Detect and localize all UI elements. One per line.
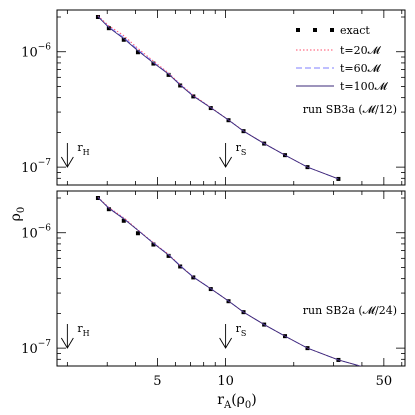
legend-t100: t=100𝓜 — [296, 80, 389, 93]
exact-point — [135, 50, 140, 55]
exact-point — [106, 26, 111, 31]
exact-point — [166, 253, 171, 258]
series-line-t20 — [97, 15, 339, 180]
exact-point — [336, 176, 341, 181]
marker-rs: rS — [219, 141, 247, 168]
series-line-t20 — [97, 196, 362, 366]
x-tick-label: 50 — [376, 374, 393, 389]
panel-bottom: 10−6 10−7 rH rS run SB2a (𝓜/24) — [21, 190, 406, 367]
x-tick-label: 5 — [153, 374, 161, 389]
marker-label: rH — [77, 141, 89, 157]
series-line-t60 — [97, 197, 362, 366]
panel-top: 10−6 10−7 rH rS run SB3a (𝓜/12) — [21, 9, 406, 186]
marker-label: rH — [77, 322, 89, 338]
svg-text:t=100𝓜: t=100𝓜 — [340, 80, 389, 93]
svg-text:t=60𝓜: t=60𝓜 — [340, 62, 382, 75]
exact-point — [135, 231, 140, 236]
x-tick-label: 10 — [217, 374, 234, 389]
y-tick-label: 10−7 — [21, 158, 51, 176]
run-annotation: run SB3a (𝓜/12) — [303, 103, 397, 116]
exact-point — [151, 242, 156, 247]
series-line-t100 — [97, 197, 362, 366]
legend: exact t=20𝓜 t=60𝓜 t=100𝓜 — [296, 24, 389, 93]
run-annotation: run SB2a (𝓜/24) — [303, 304, 397, 317]
legend-exact: exact — [296, 24, 370, 37]
marker-rs: rS — [219, 322, 247, 349]
legend-t20: t=20𝓜 — [296, 44, 382, 57]
y-tick-label: 10−6 — [21, 224, 51, 242]
series-line-t60 — [97, 15, 339, 180]
exact-point — [166, 72, 171, 77]
y-axis-label: ρ0 — [8, 207, 27, 222]
exact-point — [121, 37, 126, 42]
legend-t60: t=60𝓜 — [296, 62, 382, 75]
series-line-t100 — [97, 16, 339, 180]
svg-text:t=20𝓜: t=20𝓜 — [340, 44, 382, 57]
marker-rh: rH — [60, 141, 90, 168]
marker-rh: rH — [60, 322, 90, 349]
x-axis-label: rA(ρ0) — [217, 392, 256, 411]
marker-label: rS — [236, 322, 247, 338]
y-tick-label: 10−6 — [21, 43, 51, 61]
exact-point — [151, 61, 156, 66]
exact-point — [121, 218, 126, 223]
y-tick-label: 10−7 — [21, 339, 51, 357]
exact-point — [106, 207, 111, 212]
marker-label: rS — [236, 141, 247, 157]
svg-text:exact: exact — [340, 24, 370, 37]
